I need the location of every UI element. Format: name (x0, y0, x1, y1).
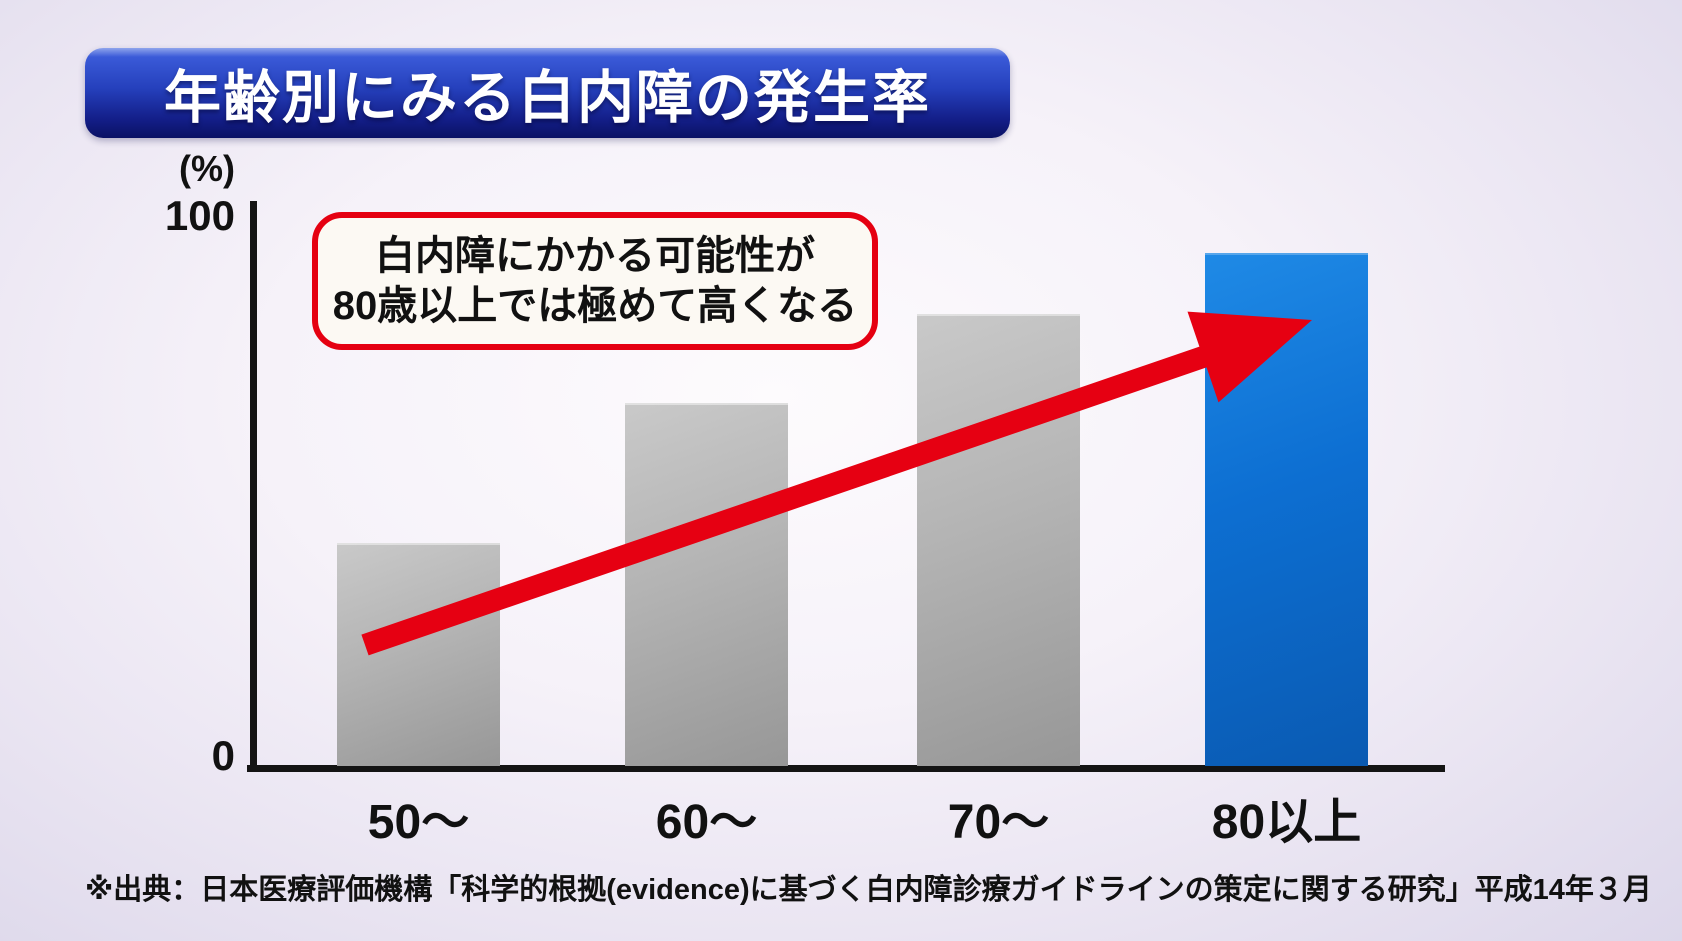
x-axis-line (247, 765, 1445, 772)
annotation-line-2: 80歳以上では極めて高くなる (332, 284, 858, 328)
y-axis-unit-label: (%) (179, 148, 235, 189)
bar-50～ (337, 543, 500, 766)
x-axis-label-50～: 50～ (367, 796, 470, 849)
bar-60～ (625, 403, 788, 766)
y-axis-line (250, 201, 257, 772)
annotation-callout: 白内障にかかる可能性が 80歳以上では極めて高くなる (312, 212, 878, 350)
x-axis-label-70～: 70～ (947, 796, 1050, 849)
title-banner: 年齢別にみる白内障の発生率 (85, 48, 1010, 138)
annotation-line-1: 白内障にかかる可能性が (375, 234, 815, 278)
y-tick-0: 0 (211, 732, 235, 779)
x-axis-label-60～: 60～ (655, 796, 758, 849)
y-tick-100: 100 (164, 192, 235, 239)
page-title: 年齢別にみる白内障の発生率 (164, 66, 931, 130)
bar-80以上 (1205, 253, 1368, 766)
x-axis-label-80以上: 80以上 (1211, 796, 1362, 849)
bar-70～ (917, 314, 1080, 766)
trend-arrow-shape (361, 311, 1312, 656)
source-note: ※出典：日本医療評価機構「科学的根拠(evidence)に基づく白内障診療ガイド… (85, 874, 1652, 906)
